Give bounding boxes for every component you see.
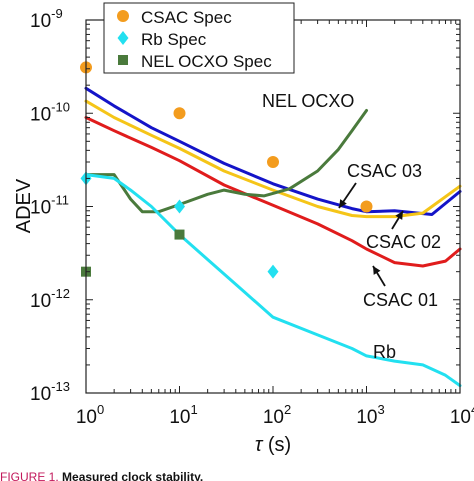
annotation-layer: NEL OCXO CSAC 03 CSAC 02 CSAC 01 Rb [262,91,441,362]
data-point-nel-ocxo-spec [174,229,185,240]
series-line-csac-01 [84,116,462,268]
data-point-rb-spec [267,264,279,279]
x-axis-label: τ (s) [255,434,291,456]
y-tick-label: 10-11 [30,193,69,219]
legend-label-csac-spec: CSAC Spec [141,8,232,27]
adev-chart: 10010110210310410-1310-1210-1110-1010-9 … [13,2,474,456]
legend-marker-nel-ocxo-spec [118,55,128,65]
x-tick-label: 101 [169,402,197,428]
series-line-csac-03 [84,86,462,216]
y-axis-label: ADEV [13,178,35,233]
series-layer [84,86,462,388]
data-point-rb-spec [174,199,185,214]
x-tick-label: 103 [356,402,384,428]
legend-box [103,2,295,74]
annotation-csac-02: CSAC 02 [366,232,441,252]
caption-text: Measured clock stability. [62,470,204,481]
legend-label-rb-spec: Rb Spec [141,30,207,49]
y-tick-label: 10-9 [30,6,63,32]
annotation-csac-03: CSAC 03 [347,161,422,181]
annotation-arrow-csac-03-head [339,199,347,208]
x-tick-label: 104 [450,402,474,428]
legend: CSAC Spec Rb Spec NEL OCXO Spec [103,2,295,74]
x-tick-label: 100 [76,402,104,428]
annotation-csac-01: CSAC 01 [363,290,438,310]
tick-label-layer: 100 101 102 103 104 10-13 10-12 10-11 10-10 10-9 [30,6,474,428]
figure-number: FIGURE 1. [0,470,59,481]
series-line-rb [84,173,462,388]
legend-marker-csac-spec [117,10,129,22]
data-point-csac-spec [173,107,186,120]
legend-markers [117,10,129,65]
y-tick-label: 10-13 [30,379,70,405]
annotation-arrow-csac-02-head [395,211,403,220]
x-tick-label: 102 [263,402,291,428]
y-tick-label: 10-12 [30,286,70,312]
data-point-csac-spec [360,200,373,213]
marker-layer [80,61,373,279]
annotation-rb: Rb [373,342,396,362]
legend-label-nel-ocxo-spec: NEL OCXO Spec [141,52,272,71]
y-tick-label: 10-10 [30,99,70,125]
annotation-arrow-csac-01-head [373,266,381,275]
legend-marker-rb-spec [117,31,129,45]
data-point-csac-spec [267,156,279,169]
series-line-nel-ocxo [84,109,368,214]
annotation-nel-ocxo: NEL OCXO [262,91,354,111]
figure-caption: FIGURE 1. Measured clock stability. [0,470,474,481]
